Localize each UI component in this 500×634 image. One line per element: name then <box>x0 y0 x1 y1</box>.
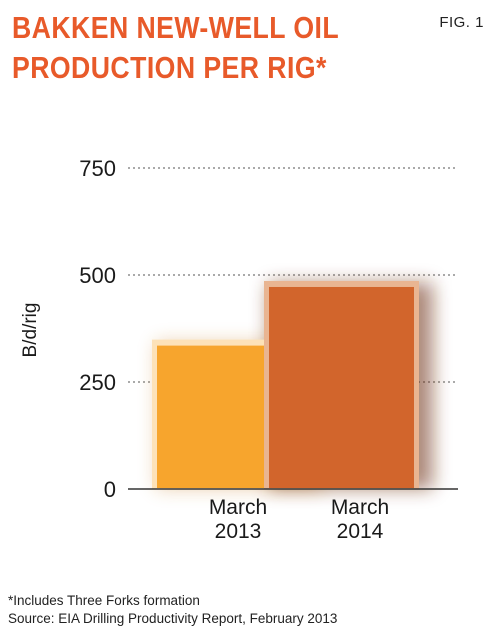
x-tick-label-0-0: March <box>209 496 267 519</box>
y-axis-label: B/d/rig <box>20 303 41 358</box>
figure-label: FIG. 1 <box>439 14 484 31</box>
footnote-source: Source: EIA Drilling Productivity Report… <box>8 611 338 626</box>
y-tick-label-500: 500 <box>79 263 116 288</box>
x-tick-label-1-0: March <box>331 496 389 519</box>
footnote-includes: *Includes Three Forks formation <box>8 593 200 608</box>
chart-title: BAKKEN NEW-WELL OIL PRODUCTION PER RIG* <box>12 10 339 85</box>
y-tick-label-0: 0 <box>104 477 116 502</box>
y-tick-label-250: 250 <box>79 370 116 395</box>
bar-march-2014 <box>269 286 414 488</box>
y-tick-label-750: 750 <box>79 156 116 181</box>
x-tick-label-0-1: 2013 <box>215 520 262 543</box>
x-tick-label-1-1: 2014 <box>337 520 384 543</box>
bars <box>152 280 419 489</box>
